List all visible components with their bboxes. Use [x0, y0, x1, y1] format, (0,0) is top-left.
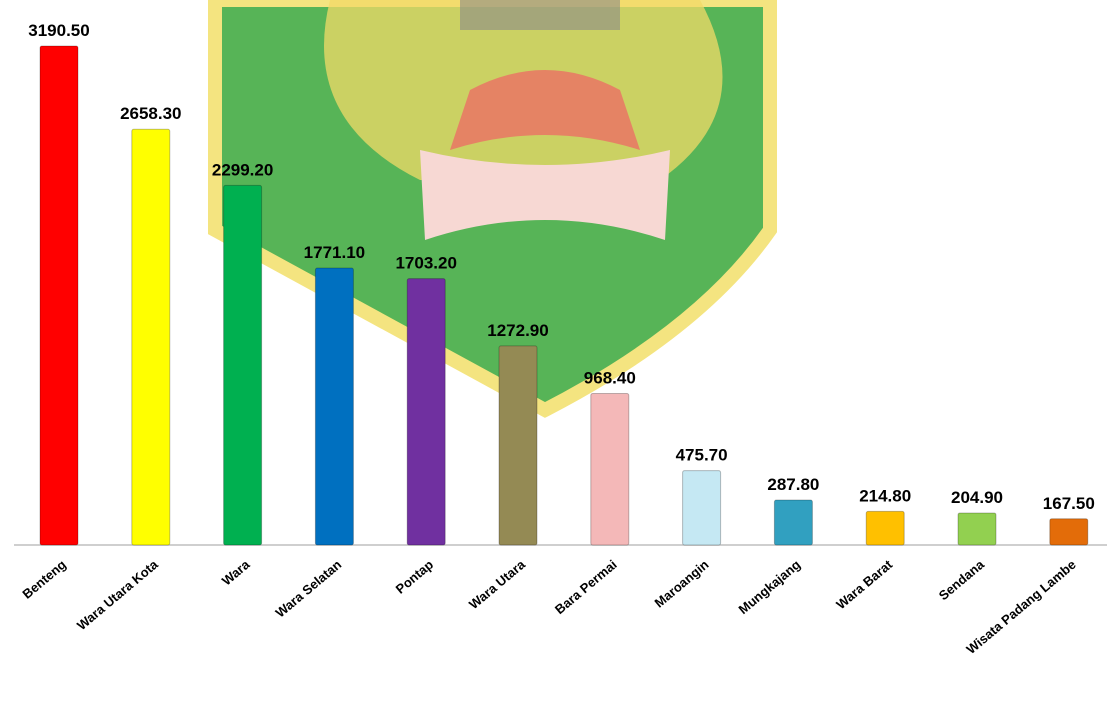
bar [314, 267, 354, 546]
bar [773, 499, 813, 546]
value-label: 1272.90 [487, 321, 548, 340]
value-label: 167.50 [1043, 494, 1095, 513]
category-label: Sendana [936, 556, 988, 603]
bar [1049, 518, 1089, 546]
value-label: 2658.30 [120, 104, 181, 123]
category-label: Pontap [393, 557, 436, 597]
category-label: Wara Barat [833, 556, 895, 612]
bar [406, 278, 446, 546]
value-label: 475.70 [676, 446, 728, 465]
category-label: Bara Permai [552, 557, 620, 617]
value-label: 204.90 [951, 488, 1003, 507]
bar [957, 512, 997, 546]
value-label: 3190.50 [28, 21, 89, 40]
bar [498, 345, 538, 546]
bar [865, 510, 905, 546]
value-label: 214.80 [859, 486, 911, 505]
bar [39, 45, 79, 546]
value-label: 287.80 [767, 475, 819, 494]
category-label: Maroangin [652, 557, 712, 611]
bar [590, 393, 630, 546]
category-label: Mungkajang [736, 557, 804, 617]
value-label: 1703.20 [395, 254, 456, 273]
category-label: Wara Utara Kota [74, 556, 161, 633]
category-label: Wara Utara [466, 556, 528, 612]
bar [131, 128, 171, 546]
value-label: 2299.20 [212, 160, 273, 179]
bar [682, 470, 722, 546]
value-label: 968.40 [584, 369, 636, 388]
bar [223, 184, 263, 546]
value-label: 1771.10 [304, 243, 365, 262]
category-label: Wara [219, 556, 253, 588]
category-label: Wara Selatan [273, 557, 345, 621]
category-label: Benteng [19, 557, 69, 602]
watermark-logo [208, 0, 777, 418]
